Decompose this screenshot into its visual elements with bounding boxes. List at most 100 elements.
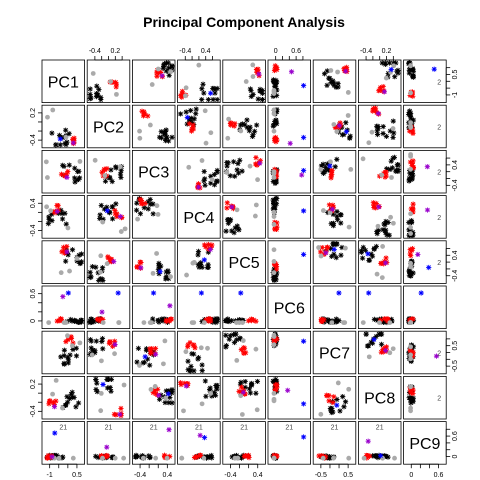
point-black [214, 97, 220, 103]
point-black [205, 97, 211, 103]
point-gray [366, 354, 372, 360]
point-blue [115, 290, 121, 296]
point-gray [408, 90, 413, 96]
point-red [152, 345, 159, 352]
point-red [378, 349, 384, 355]
point-red [203, 244, 209, 250]
point-red [153, 391, 159, 397]
point-blue [201, 435, 208, 441]
point-red [154, 70, 160, 76]
panel-border [222, 149, 266, 194]
point-red [224, 205, 230, 211]
tick-label: -0.4 [452, 270, 459, 282]
point-black [242, 122, 248, 128]
point-black [104, 204, 110, 210]
point-black [368, 251, 374, 257]
point-gray [408, 344, 413, 350]
point-black [341, 131, 347, 138]
tick-label: -0.4 [452, 179, 459, 191]
point-black [324, 82, 330, 88]
point-red [274, 384, 280, 390]
point-red [114, 214, 120, 220]
point-black [202, 176, 208, 182]
point-red [50, 399, 56, 405]
panel-r5-c5: PC6 [267, 285, 311, 329]
point-red [167, 453, 173, 459]
point-black [320, 169, 326, 175]
point-red [52, 210, 58, 216]
point-purple [183, 383, 189, 389]
point-gray [239, 412, 245, 417]
point-gray [100, 455, 105, 461]
point-black [93, 264, 99, 270]
panel-border [131, 104, 176, 149]
point-black [53, 142, 59, 148]
point-black [169, 390, 175, 396]
point-black [209, 455, 215, 461]
panel-border [222, 104, 266, 149]
point-blue [301, 401, 307, 407]
panel-r5-c8 [403, 285, 447, 329]
point-black [211, 85, 217, 92]
panel-border [177, 375, 221, 420]
point-black [63, 221, 69, 227]
point-black [362, 247, 369, 253]
point-gray [345, 113, 351, 118]
point-red [137, 196, 143, 202]
panel-r2-c4 [222, 149, 266, 194]
point-blue [301, 251, 307, 258]
point-black [252, 128, 258, 134]
point-black [156, 396, 163, 402]
point-black [274, 87, 280, 93]
point-red [384, 259, 390, 266]
point-red [59, 249, 65, 255]
point-gray [77, 159, 83, 164]
point-black [391, 154, 397, 161]
point-red [185, 344, 191, 350]
point-blue [334, 402, 340, 408]
point-red [319, 244, 325, 251]
point-black [147, 362, 153, 368]
panel-r4-c7 [357, 240, 402, 284]
point-black [232, 173, 238, 179]
point-red [241, 350, 247, 356]
panel-r7-c3 [177, 375, 221, 420]
point-black [270, 378, 276, 384]
point-black [88, 345, 94, 351]
point-black [392, 74, 398, 80]
tick-label: -0.4 [30, 224, 37, 236]
point-gray [254, 407, 260, 413]
point-black [64, 139, 70, 145]
point-black [163, 135, 169, 142]
point-red [232, 121, 238, 127]
point-gray [328, 68, 334, 73]
point-gray [335, 69, 340, 75]
panel-r5-c7 [357, 285, 402, 329]
panel-r2-c6 [312, 149, 357, 194]
point-red [112, 211, 118, 217]
annotation-label: 21 [240, 425, 248, 432]
point-black [108, 376, 115, 382]
panel-r6-c3 [177, 330, 221, 375]
point-black [156, 319, 162, 325]
point-black [135, 345, 142, 351]
point-gray [98, 390, 104, 396]
point-red [245, 452, 252, 458]
point-red [248, 318, 255, 324]
point-black [185, 367, 191, 373]
point-gray [186, 164, 192, 170]
panel-border [267, 330, 311, 375]
panel-border [403, 104, 447, 149]
tick-label: -0.4 [134, 472, 146, 479]
point-blue [104, 208, 110, 214]
point-red [46, 398, 53, 404]
point-black [61, 353, 67, 359]
panel-border [222, 330, 266, 375]
point-black [63, 258, 69, 264]
point-black [270, 197, 276, 203]
point-gray [224, 170, 230, 175]
point-gray [208, 390, 214, 396]
point-gray [184, 272, 189, 278]
point-purple [257, 160, 263, 166]
point-black [58, 354, 64, 360]
